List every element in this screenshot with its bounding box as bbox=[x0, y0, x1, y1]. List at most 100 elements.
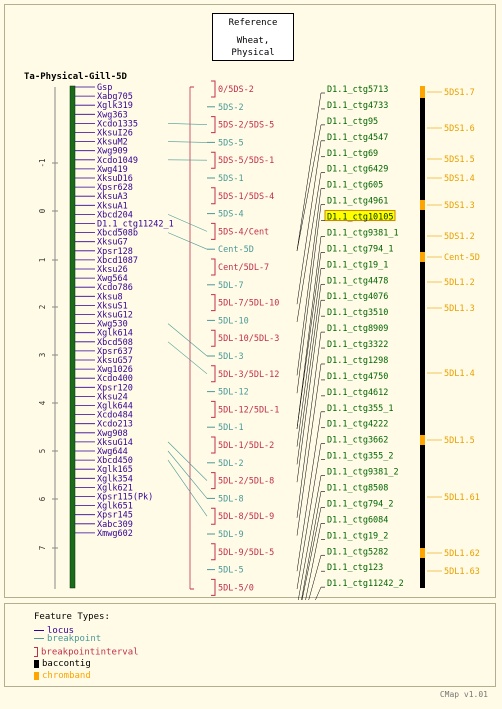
breakpoint-label[interactable]: 5DL-1 bbox=[218, 423, 244, 433]
contig-label[interactable]: D1.1_ctg1298 bbox=[327, 356, 388, 366]
breakpoint-label[interactable]: Cent-5D bbox=[218, 245, 254, 255]
locus-label[interactable]: Xksu8 bbox=[97, 292, 123, 302]
locus-label[interactable]: Xglk621 bbox=[97, 483, 133, 493]
locus-label[interactable]: Xbcd508b bbox=[97, 229, 138, 239]
contig-label[interactable]: D1.1_ctg605 bbox=[327, 181, 383, 191]
contig-label[interactable]: D1.1_ctg9381_2 bbox=[327, 468, 399, 478]
locus-label[interactable]: XksuS1 bbox=[97, 301, 128, 311]
locus-label[interactable]: XksuG7 bbox=[97, 238, 128, 248]
locus-label[interactable]: Xwg644 bbox=[97, 447, 128, 457]
contig-label[interactable]: D1.1_ctg3662 bbox=[327, 436, 388, 446]
locus-label[interactable]: Xcdo213 bbox=[97, 420, 133, 430]
locus-label[interactable]: Gsp bbox=[97, 83, 112, 93]
contig-label[interactable]: D1.1_ctg4750 bbox=[327, 372, 388, 382]
breakpoint-label[interactable]: 5DL-12 bbox=[218, 388, 249, 398]
breakpoint-label[interactable]: 5DL-8 bbox=[218, 494, 244, 504]
contig-label[interactable]: D1.1_ctg123 bbox=[327, 563, 383, 573]
chromband-label[interactable]: 5DL1.61 bbox=[444, 493, 480, 503]
breakpoint-interval-label[interactable]: 5DL-3/5DL-12 bbox=[218, 370, 279, 380]
chromband-label[interactable]: 5DS1.3 bbox=[444, 201, 475, 211]
contig-label[interactable]: D1.1_ctg794_2 bbox=[327, 499, 394, 509]
contig-label[interactable]: D1.1_ctg4222 bbox=[327, 420, 388, 430]
locus-label[interactable]: Xcdo484 bbox=[97, 411, 133, 421]
breakpoint-interval-label[interactable]: 5DL-5/0 bbox=[218, 583, 254, 593]
contig-label[interactable]: D1.1_ctg4733 bbox=[327, 101, 388, 111]
locus-label[interactable]: Xpsr128 bbox=[97, 247, 133, 257]
locus-label[interactable]: D1.1_ctg11242_1 bbox=[97, 220, 174, 230]
contig-label[interactable]: D1.1_ctg8508 bbox=[327, 484, 388, 494]
breakpoint-label[interactable]: 5DL-9 bbox=[218, 530, 244, 540]
breakpoint-label[interactable]: 5DS-2 bbox=[218, 103, 244, 113]
locus-label[interactable]: Xcdo1335 bbox=[97, 119, 138, 129]
breakpoint-label[interactable]: 5DL-7 bbox=[218, 281, 244, 291]
chromband-label[interactable]: 5DL1.3 bbox=[444, 304, 475, 314]
contig-label[interactable]: D1.1_ctg355_2 bbox=[327, 452, 394, 462]
contig-label[interactable]: D1.1_ctg6084 bbox=[327, 515, 388, 525]
breakpoint-label[interactable]: 5DS-1 bbox=[218, 174, 244, 184]
contig-label[interactable]: D1.1_ctg8909 bbox=[327, 324, 388, 334]
contig-label[interactable]: D1.1_ctg794_1 bbox=[327, 244, 394, 254]
locus-label[interactable]: Xpsr145 bbox=[97, 511, 133, 521]
chromband-label[interactable]: 5DL1.5 bbox=[444, 436, 475, 446]
locus-label[interactable]: Xbcd1087 bbox=[97, 256, 138, 266]
chromband-label[interactable]: 5DL1.4 bbox=[444, 369, 475, 379]
contig-label[interactable]: D1.1_ctg5282 bbox=[327, 547, 388, 557]
breakpoint-interval-label[interactable]: 5DL-12/5DL-1 bbox=[218, 405, 279, 415]
breakpoint-interval-label[interactable]: 5DL-10/5DL-3 bbox=[218, 334, 279, 344]
breakpoint-interval-label[interactable]: 5DL-8/5DL-9 bbox=[218, 512, 274, 522]
breakpoint-interval-label[interactable]: 5DL-1/5DL-2 bbox=[218, 441, 274, 451]
locus-label[interactable]: XksuA3 bbox=[97, 192, 128, 202]
locus-label[interactable]: XksuM2 bbox=[97, 138, 128, 148]
chromband-label[interactable]: 5DL1.62 bbox=[444, 549, 480, 559]
locus-label[interactable]: Xwg564 bbox=[97, 274, 128, 284]
contig-label[interactable]: D1.1_ctg6429 bbox=[327, 165, 388, 175]
breakpoint-label[interactable]: 5DL-3 bbox=[218, 352, 244, 362]
chromband-label[interactable]: 5DL1.2 bbox=[444, 278, 475, 288]
contig-label[interactable]: D1.1_ctg19_2 bbox=[327, 531, 388, 541]
chromband-label[interactable]: 5DS1.5 bbox=[444, 155, 475, 165]
contig-label[interactable]: D1.1_ctg3510 bbox=[327, 308, 388, 318]
contig-label[interactable]: D1.1_ctg4961 bbox=[327, 197, 388, 207]
contig-label[interactable]: D1.1_ctg4612 bbox=[327, 388, 388, 398]
locus-label[interactable]: Xwg363 bbox=[97, 110, 128, 120]
contig-label[interactable]: D1.1_ctg355_1 bbox=[327, 404, 394, 414]
locus-label[interactable]: Xglk165 bbox=[97, 465, 133, 475]
breakpoint-label[interactable]: 5DL-5 bbox=[218, 566, 244, 576]
contig-label[interactable]: D1.1_ctg4478 bbox=[327, 276, 388, 286]
locus-label[interactable]: Xksu26 bbox=[97, 265, 128, 275]
contig-label[interactable]: D1.1_ctg10105 bbox=[327, 213, 394, 223]
breakpoint-interval-label[interactable]: 5DL-7/5DL-10 bbox=[218, 299, 279, 309]
locus-label[interactable]: Xwg419 bbox=[97, 165, 128, 175]
locus-label[interactable]: XksuA1 bbox=[97, 201, 128, 211]
locus-label[interactable]: Xglk354 bbox=[97, 474, 133, 484]
locus-label[interactable]: XksuG12 bbox=[97, 311, 133, 321]
contig-label[interactable]: D1.1_ctg4076 bbox=[327, 292, 388, 302]
locus-label[interactable]: Xcdo1049 bbox=[97, 156, 138, 166]
locus-label[interactable]: Xwg909 bbox=[97, 147, 128, 157]
locus-label[interactable]: XksuI26 bbox=[97, 129, 133, 139]
breakpoint-label[interactable]: 5DL-2 bbox=[218, 459, 244, 469]
locus-label[interactable]: Xabc309 bbox=[97, 520, 133, 530]
breakpoint-interval-label[interactable]: 0/5DS-2 bbox=[218, 85, 254, 95]
locus-label[interactable]: Xpsr628 bbox=[97, 183, 133, 193]
locus-label[interactable]: Xglk651 bbox=[97, 502, 133, 512]
breakpoint-interval-label[interactable]: 5DL-2/5DL-8 bbox=[218, 477, 274, 487]
contig-label[interactable]: D1.1_ctg19_1 bbox=[327, 260, 388, 270]
breakpoint-label[interactable]: 5DS-4 bbox=[218, 210, 244, 220]
contig-label[interactable]: D1.1_ctg3322 bbox=[327, 340, 388, 350]
chromband-label[interactable]: 5DS1.4 bbox=[444, 174, 475, 184]
locus-label[interactable]: XksuD16 bbox=[97, 174, 133, 184]
map-title[interactable]: Ta-Physical-Gill-5D bbox=[24, 72, 127, 82]
breakpoint-interval-label[interactable]: Cent/5DL-7 bbox=[218, 263, 269, 273]
breakpoint-interval-label[interactable]: 5DS-2/5DS-5 bbox=[218, 121, 274, 131]
chromband-label[interactable]: 5DS1.6 bbox=[444, 124, 475, 134]
locus-label[interactable]: XksuG57 bbox=[97, 356, 133, 366]
chromband-label[interactable]: Cent-5D bbox=[444, 253, 480, 263]
locus-label[interactable]: Xglk644 bbox=[97, 402, 133, 412]
contig-label[interactable]: D1.1_ctg11242_2 bbox=[327, 579, 404, 589]
breakpoint-interval-label[interactable]: 5DS-5/5DS-1 bbox=[218, 156, 274, 166]
contig-label[interactable]: D1.1_ctg4547 bbox=[327, 133, 388, 143]
breakpoint-label[interactable]: 5DS-5 bbox=[218, 138, 244, 148]
chromband-label[interactable]: 5DS1.2 bbox=[444, 232, 475, 242]
locus-label[interactable]: Xpsr120 bbox=[97, 383, 133, 393]
